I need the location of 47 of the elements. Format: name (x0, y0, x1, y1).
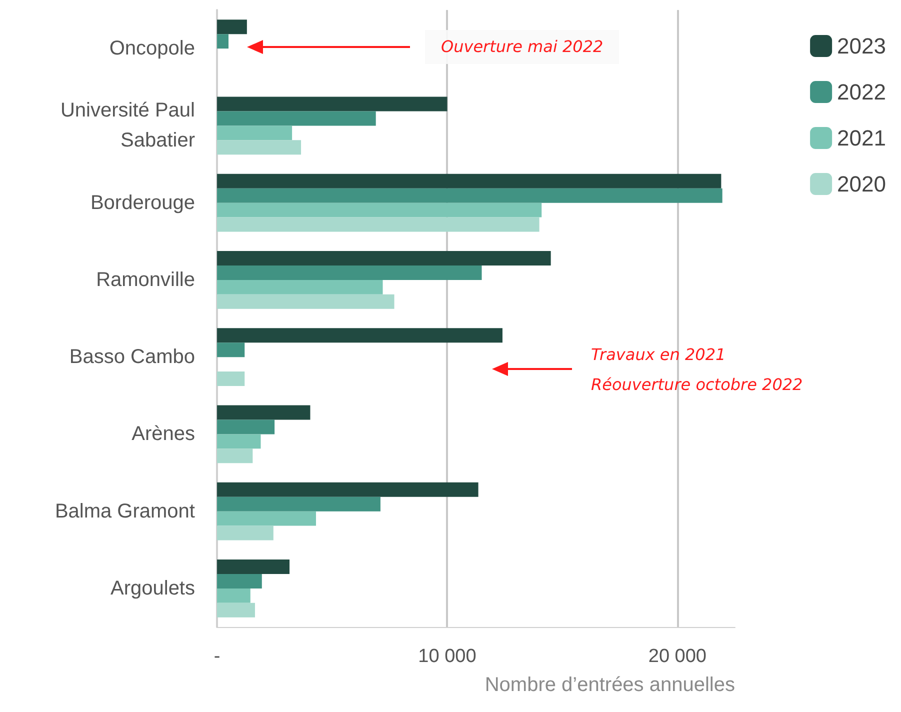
y-tick-label: Argoulets (110, 577, 195, 600)
annotation: Travaux en 2021 Réouverture octobre 2022 (590, 344, 804, 396)
bar (217, 280, 383, 294)
x-tick-label: 20 000 (648, 646, 707, 667)
bar (217, 174, 722, 188)
y-tick-label: Balma Gramont (54, 500, 196, 522)
x-tick-label: 10 000 (418, 646, 476, 667)
legend-label: 2022 (837, 80, 886, 104)
bar (217, 496, 380, 512)
bar (217, 202, 542, 218)
y-tick-label: Borderouge (90, 192, 195, 214)
y-tick-label: Basso Cambo (69, 346, 195, 368)
bar (217, 294, 394, 309)
bar (217, 574, 262, 588)
x-tick-label: - (214, 646, 220, 667)
x-axis-title: Nombre d’entrées annuelles (484, 674, 735, 696)
bar (217, 526, 274, 540)
bar (217, 140, 302, 155)
bar (217, 420, 275, 434)
bar (217, 342, 245, 358)
bar (217, 511, 316, 526)
bar (217, 328, 502, 343)
annotation: Ouverture mai 2022 (425, 30, 620, 64)
legend-label: 2021 (837, 126, 886, 150)
bar (217, 602, 255, 618)
y-tick-label: Université Paul Sabatier (60, 100, 196, 152)
bar (217, 448, 253, 464)
legend-label: 2023 (837, 34, 886, 58)
bar (217, 560, 290, 574)
bar (217, 405, 310, 420)
bar (217, 434, 261, 449)
bar (217, 96, 448, 112)
bar (217, 588, 250, 603)
bar (217, 111, 376, 126)
bar (217, 265, 482, 280)
bar (217, 217, 540, 232)
bar (217, 372, 245, 386)
legend-label: 2020 (837, 172, 886, 196)
y-tick-label: Ramonville (96, 268, 195, 291)
bar (217, 126, 292, 140)
bar (217, 482, 478, 497)
y-tick-label: Oncopole (109, 38, 195, 60)
bar (217, 188, 722, 203)
y-tick-label: Arènes (132, 423, 195, 446)
bar (217, 251, 551, 266)
bar (217, 34, 229, 49)
bar (217, 20, 247, 34)
